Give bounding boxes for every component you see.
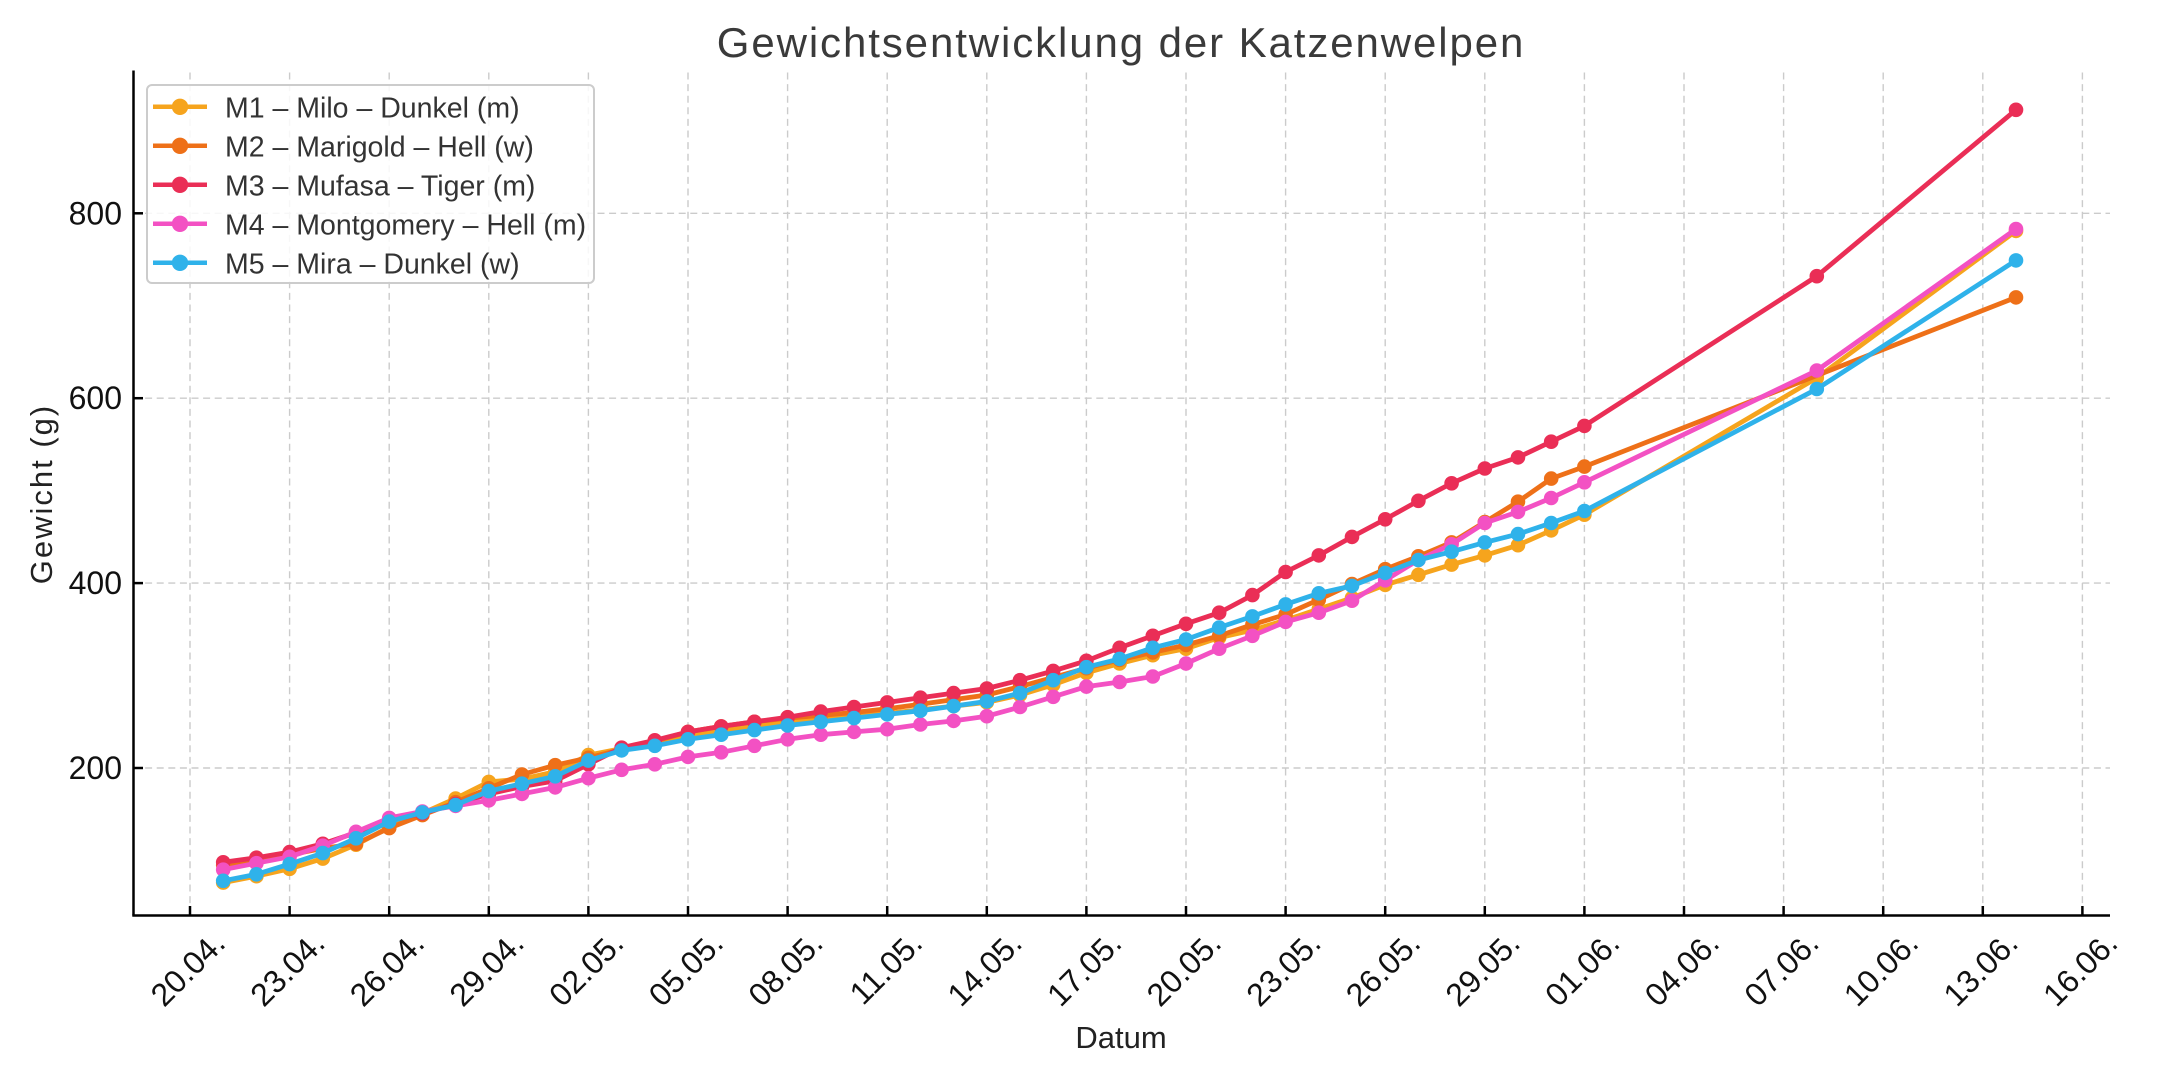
svg-text:Gewichtsentwicklung der Katzen: Gewichtsentwicklung der Katzenwelpen [717, 19, 1525, 66]
svg-text:M4 – Montgomery – Hell (m): M4 – Montgomery – Hell (m) [225, 209, 586, 241]
svg-text:M1 – Milo – Dunkel (m): M1 – Milo – Dunkel (m) [225, 92, 520, 124]
svg-text:M3 – Mufasa – Tiger (m): M3 – Mufasa – Tiger (m) [225, 170, 535, 202]
svg-text:M2 – Marigold – Hell (w): M2 – Marigold – Hell (w) [225, 131, 534, 163]
svg-text:Datum: Datum [1075, 1020, 1166, 1055]
svg-text:M5 – Mira – Dunkel (w): M5 – Mira – Dunkel (w) [225, 248, 520, 280]
svg-text:600: 600 [69, 380, 122, 416]
svg-text:Gewicht (g): Gewicht (g) [24, 404, 59, 584]
svg-text:400: 400 [69, 565, 122, 601]
svg-text:800: 800 [69, 195, 122, 231]
svg-text:200: 200 [69, 750, 122, 786]
